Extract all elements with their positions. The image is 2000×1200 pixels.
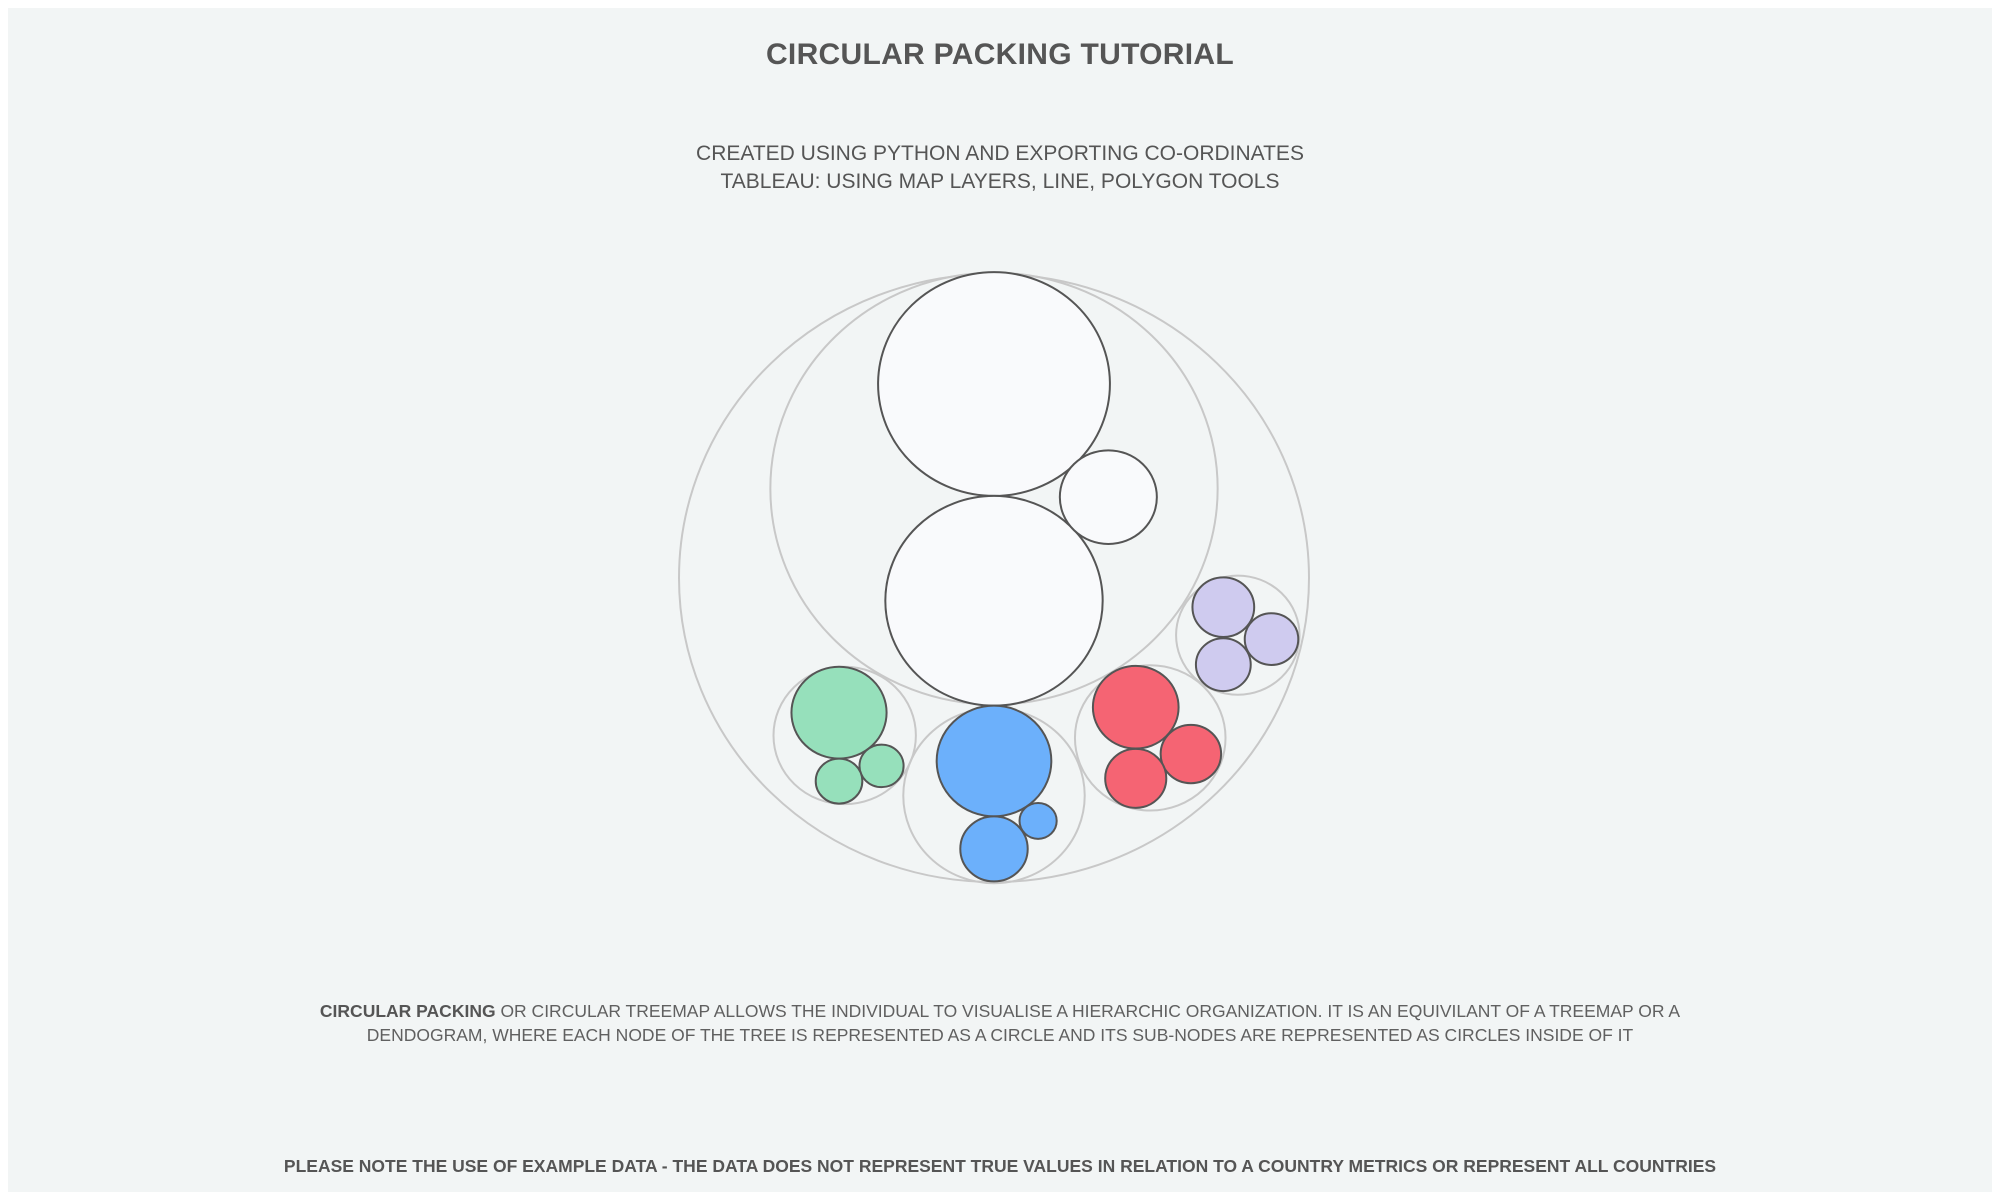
leaf-circle-1-2 (1194, 637, 1252, 693)
example-data-note: PLEASE NOTE THE USE OF EXAMPLE DATA - TH… (283, 1156, 1717, 1176)
leaf-circle-3-1 (959, 815, 1029, 883)
subtitle-line-1: CREATED USING PYTHON AND EXPORTING CO-OR… (696, 142, 1304, 165)
leaf-circle-2-1 (1159, 723, 1223, 785)
leaf-circle-0-2 (1058, 449, 1158, 545)
leaf-circle-4-1 (858, 743, 905, 789)
leaf-circle-3-2 (1018, 801, 1058, 840)
description-line-1-text: OR CIRCULAR TREEMAP ALLOWS THE INDIVIDUA… (495, 1001, 1681, 1021)
subtitle-line-2: TABLEAU: USING MAP LAYERS, LINE, POLYGON… (720, 170, 1280, 193)
group-circle-2 (1073, 664, 1227, 812)
leaf-circle-4-0 (790, 665, 888, 760)
group-circle-1 (1175, 574, 1301, 696)
leaf-circle-1-1 (1243, 612, 1300, 666)
description-bold-lead: CIRCULAR PACKING (319, 1001, 496, 1021)
leaf-circle-1-0 (1191, 576, 1256, 638)
leaf-circle-3-0 (935, 704, 1053, 818)
page-title: CIRCULAR PACKING TUTORIAL (765, 38, 1235, 71)
leaf-circle-2-2 (1104, 747, 1168, 809)
description-line-1: CIRCULAR PACKING OR CIRCULAR TREEMAP ALL… (0, 1001, 2000, 1022)
leaf-circle-4-2 (814, 757, 864, 805)
description-line-2: DENDOGRAM, WHERE EACH NODE OF THE TREE I… (366, 1025, 1634, 1045)
